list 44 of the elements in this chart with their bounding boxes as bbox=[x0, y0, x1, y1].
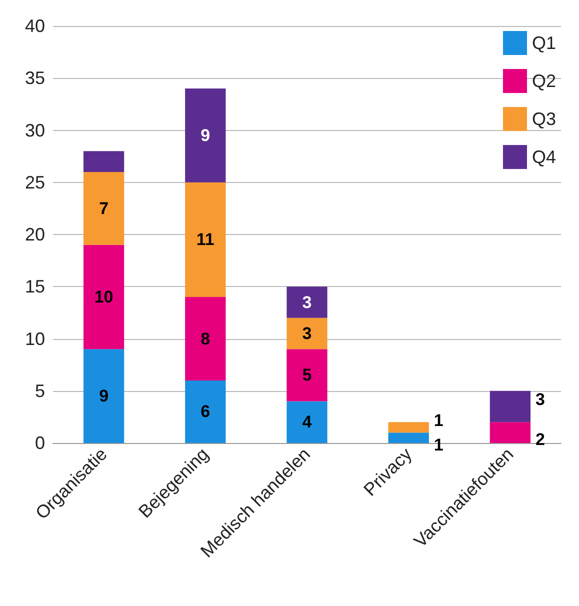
y-tick-label: 40 bbox=[24, 16, 45, 36]
data-label: 7 bbox=[99, 198, 109, 218]
data-label: 6 bbox=[200, 402, 210, 422]
y-tick-label: 30 bbox=[24, 120, 45, 140]
data-label: 3 bbox=[302, 324, 312, 344]
bar bbox=[185, 88, 226, 182]
bar bbox=[83, 172, 124, 245]
legend-label: Q1 bbox=[532, 33, 556, 53]
data-label: 10 bbox=[94, 288, 114, 307]
bar bbox=[286, 349, 328, 402]
data-label: 9 bbox=[200, 126, 210, 145]
bar bbox=[388, 432, 429, 443]
y-tick-label: 10 bbox=[24, 328, 45, 349]
y-tick-label: 20 bbox=[24, 224, 45, 244]
bar bbox=[286, 401, 328, 443]
bar bbox=[388, 422, 429, 433]
bar bbox=[185, 297, 226, 380]
legend-label: Q3 bbox=[532, 109, 556, 129]
data-label: 5 bbox=[302, 366, 312, 385]
data-label: 11 bbox=[196, 230, 214, 250]
legend-label: Q4 bbox=[532, 147, 556, 167]
y-tick-label: 5 bbox=[34, 380, 45, 401]
bar bbox=[286, 286, 328, 318]
bar bbox=[83, 244, 124, 350]
data-label: 3 bbox=[536, 390, 545, 410]
data-label: 1 bbox=[434, 410, 444, 430]
data-label: 3 bbox=[302, 292, 312, 312]
y-tick-label: 35 bbox=[24, 68, 45, 88]
bar bbox=[185, 380, 226, 443]
y-tick-label: 25 bbox=[24, 172, 45, 192]
legend-label: Q2 bbox=[532, 71, 556, 91]
bar bbox=[490, 422, 531, 443]
data-label: 1 bbox=[434, 435, 444, 454]
data-label: 4 bbox=[302, 412, 312, 432]
data-label: 8 bbox=[200, 329, 210, 348]
bar bbox=[490, 390, 531, 422]
bar bbox=[83, 349, 124, 443]
bar bbox=[83, 151, 124, 172]
y-tick-label: 15 bbox=[24, 276, 45, 297]
bar bbox=[185, 182, 226, 298]
bar bbox=[286, 318, 328, 350]
data-label: 2 bbox=[536, 430, 545, 450]
y-tick-label: 0 bbox=[34, 433, 45, 453]
data-label: 9 bbox=[99, 386, 109, 406]
